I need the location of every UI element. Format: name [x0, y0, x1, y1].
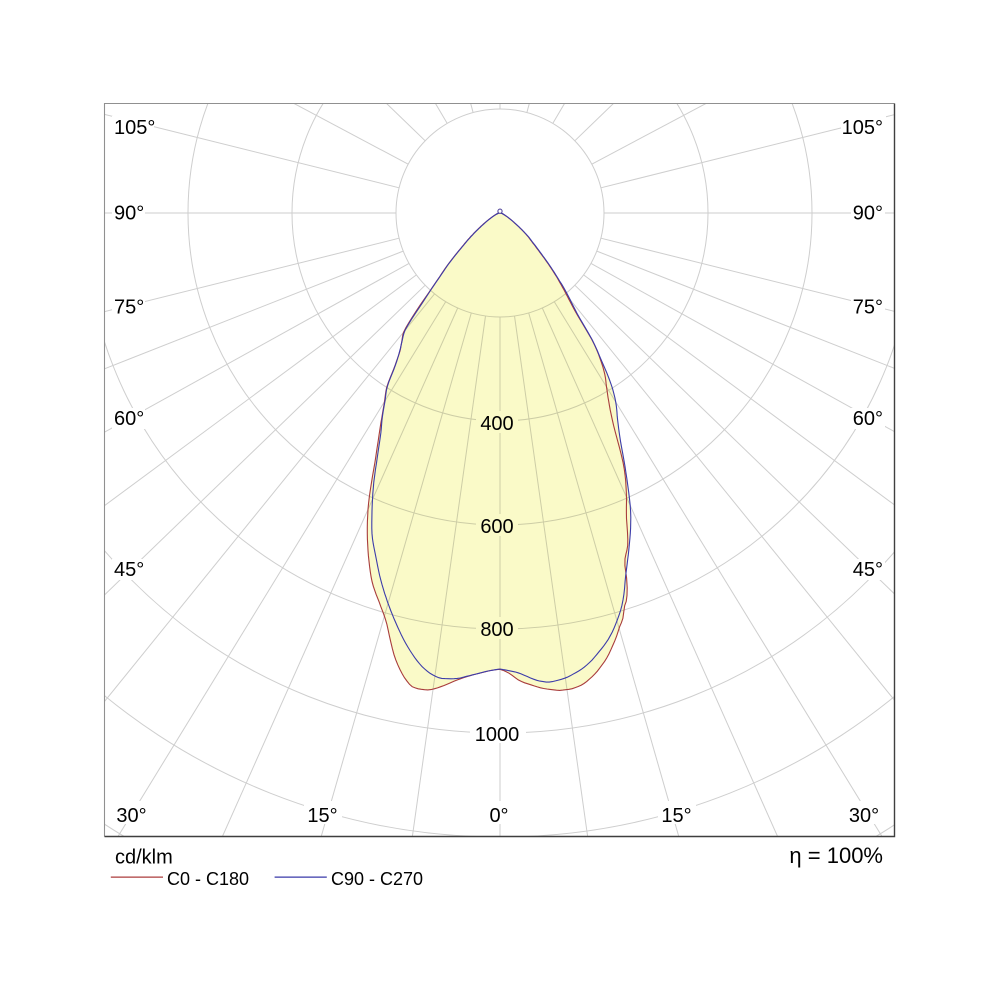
svg-text:60°: 60°: [114, 408, 144, 430]
svg-text:400: 400: [480, 413, 513, 435]
svg-text:90°: 90°: [114, 203, 144, 225]
svg-text:800: 800: [480, 619, 513, 641]
svg-text:60°: 60°: [853, 408, 883, 430]
svg-text:45°: 45°: [853, 559, 883, 581]
svg-text:105°: 105°: [842, 117, 883, 139]
svg-text:C0 - C180: C0 - C180: [167, 869, 249, 889]
svg-text:600: 600: [480, 516, 513, 538]
svg-text:90°: 90°: [853, 203, 883, 225]
svg-text:15°: 15°: [661, 805, 691, 827]
svg-text:30°: 30°: [116, 805, 146, 827]
svg-text:75°: 75°: [853, 296, 883, 318]
svg-text:η = 100%: η = 100%: [789, 843, 883, 868]
svg-text:C90 - C270: C90 - C270: [331, 869, 423, 889]
svg-text:30°: 30°: [849, 805, 879, 827]
svg-text:45°: 45°: [114, 559, 144, 581]
svg-text:105°: 105°: [114, 117, 155, 139]
svg-text:75°: 75°: [114, 296, 144, 318]
svg-text:0°: 0°: [489, 805, 508, 827]
svg-text:1000: 1000: [475, 724, 520, 746]
svg-text:15°: 15°: [307, 805, 337, 827]
svg-text:cd/klm: cd/klm: [115, 846, 173, 868]
